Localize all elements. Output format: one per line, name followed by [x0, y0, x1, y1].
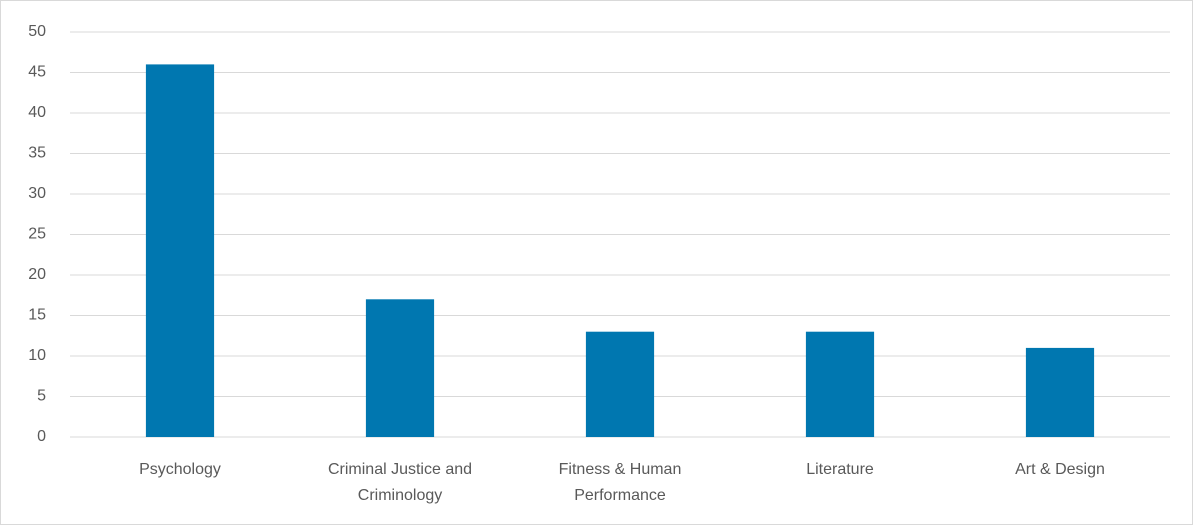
x-tick-label: Criminal Justice and Criminology — [327, 461, 473, 504]
y-tick-label: 50 — [28, 23, 46, 40]
x-tick-label: Literature — [806, 461, 874, 478]
bar — [365, 299, 435, 437]
x-tick-label: Psychology — [139, 461, 221, 478]
y-tick-label: 20 — [28, 266, 46, 283]
y-tick-label: 0 — [37, 428, 46, 445]
y-tick-label: 5 — [37, 388, 46, 405]
y-tick-label: 45 — [28, 64, 46, 81]
x-tick-label: Art & Design — [1015, 461, 1105, 478]
y-tick-label: 40 — [28, 104, 46, 121]
y-tick-label: 30 — [28, 185, 46, 202]
y-tick-label: 15 — [28, 307, 46, 324]
bar — [585, 331, 655, 437]
bar — [145, 64, 215, 438]
y-tick-label: 10 — [28, 347, 46, 364]
x-tick-label: Fitness & Human Performance — [558, 461, 682, 504]
y-tick-label: 25 — [28, 226, 46, 243]
bar — [1025, 347, 1095, 437]
y-tick-label: 35 — [28, 145, 46, 162]
bar — [805, 331, 875, 437]
